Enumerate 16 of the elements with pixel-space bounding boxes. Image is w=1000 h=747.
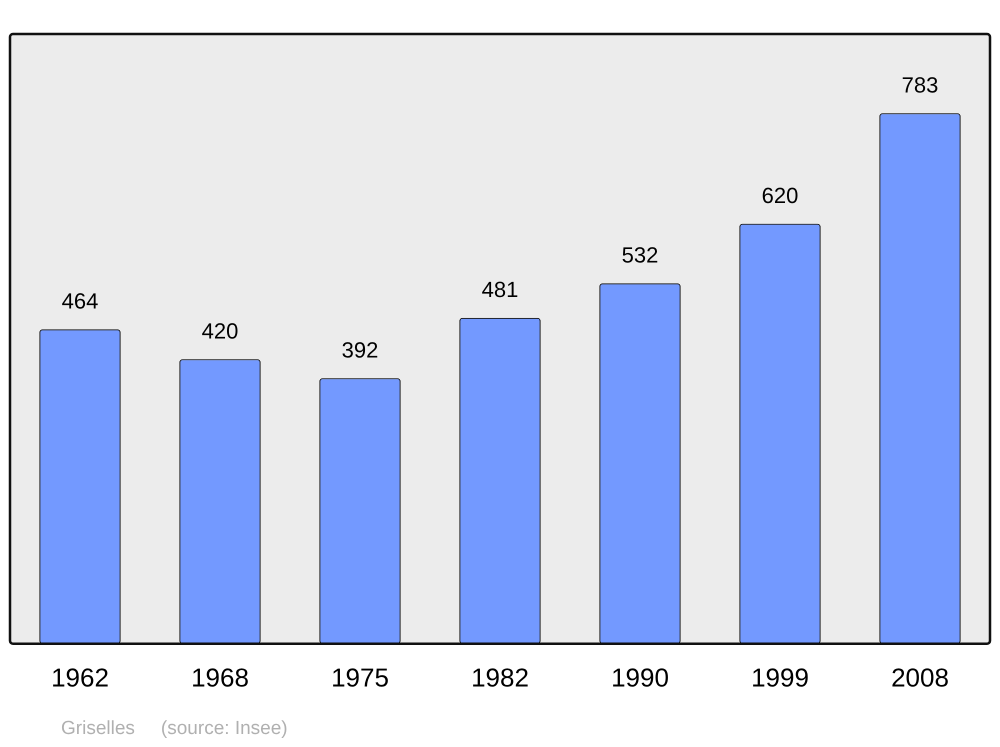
x-tick-label: 1990 — [611, 662, 669, 693]
x-tick-label: 1982 — [471, 662, 529, 693]
data-label: 620 — [762, 182, 798, 208]
data-label: 464 — [62, 288, 98, 314]
data-label: 392 — [342, 337, 378, 362]
x-tick-label: 2008 — [891, 662, 949, 693]
data-label: 783 — [902, 72, 938, 98]
text: (source: Insee) — [160, 718, 288, 740]
text: Griselles — [61, 718, 135, 740]
data-label: 481 — [482, 276, 518, 302]
x-tick-label: 1962 — [51, 662, 109, 693]
x-tick-label: 1968 — [191, 662, 249, 693]
data-label: 532 — [622, 242, 658, 268]
x-tick-label: 1999 — [751, 662, 809, 693]
data-label: 420 — [202, 318, 238, 344]
x-tick-label: 1975 — [331, 662, 389, 693]
